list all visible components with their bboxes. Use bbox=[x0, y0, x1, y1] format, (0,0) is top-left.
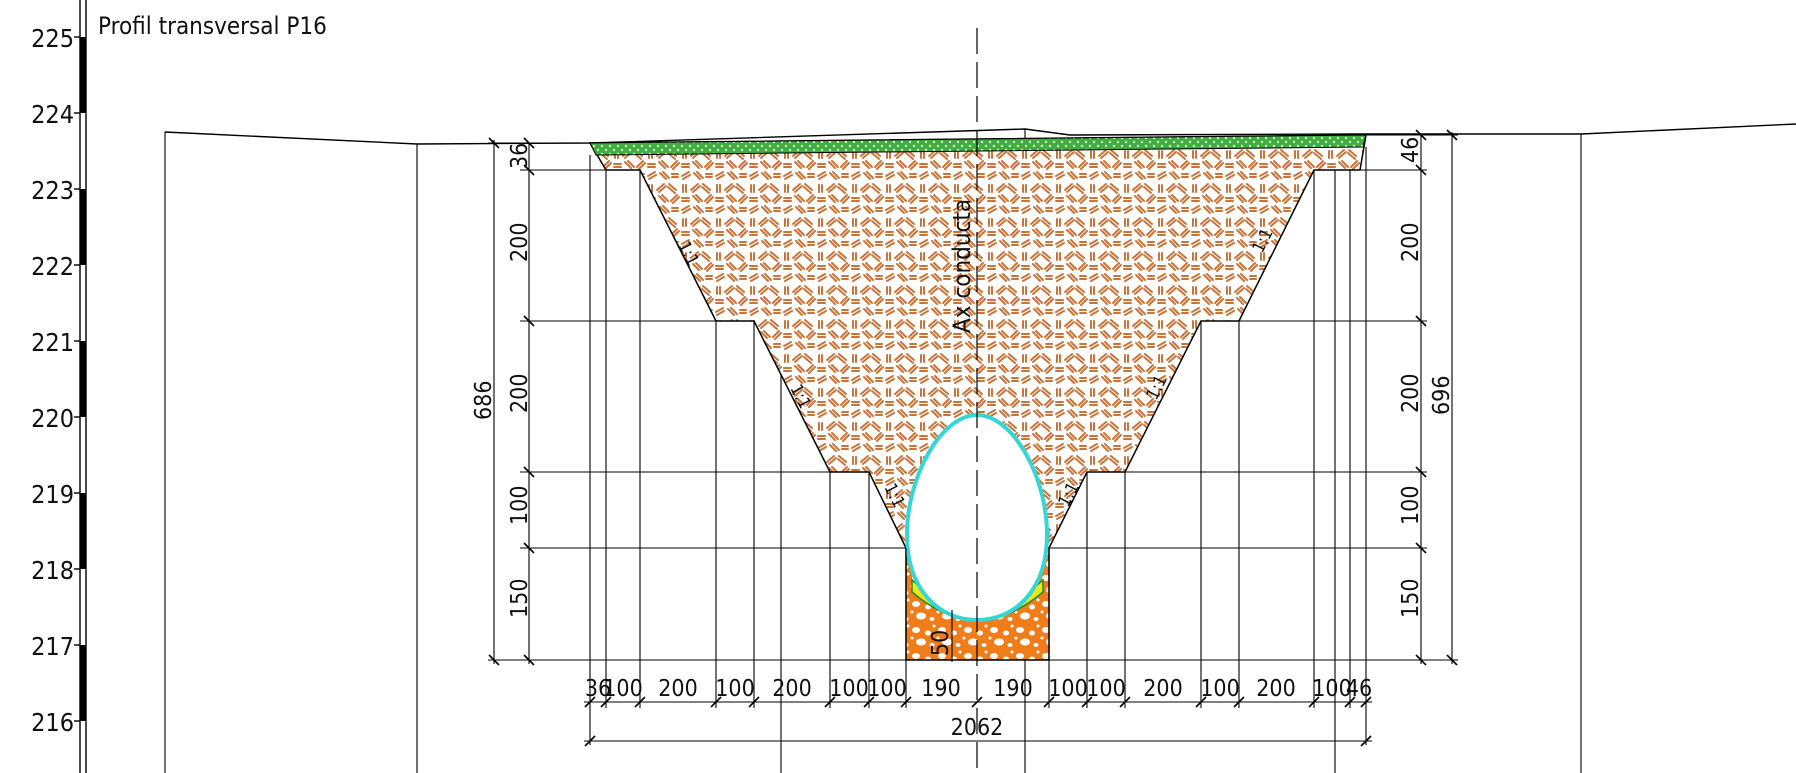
dimension-label: 100 bbox=[1048, 676, 1088, 702]
bottom-dimensions: 36 100 200 100 200 100 100 190 190 100 1… bbox=[584, 147, 1372, 747]
dimension-label: 46 bbox=[1346, 676, 1372, 702]
dimension-label: 200 bbox=[1143, 676, 1183, 702]
dimension-label: 46 bbox=[1398, 137, 1424, 163]
dimension-label: 100 bbox=[507, 486, 533, 526]
left-vertical-dimensions: 36 200 200 100 150 686 bbox=[471, 137, 906, 666]
dimension-label: 200 bbox=[658, 676, 698, 702]
dimension-label: 100 bbox=[1312, 676, 1352, 702]
axis-label: Ax conducta bbox=[948, 199, 976, 333]
dimension-label: 100 bbox=[1086, 676, 1126, 702]
elevation-label: 217 bbox=[31, 632, 74, 661]
total-height-right: 696 bbox=[1429, 376, 1455, 416]
elevation-label: 225 bbox=[31, 24, 74, 53]
dimension-label: 150 bbox=[1398, 579, 1424, 619]
dimension-label: 100 bbox=[829, 676, 869, 702]
dimension-label: 100 bbox=[867, 676, 907, 702]
dimension-label: 100 bbox=[715, 676, 755, 702]
dimension-label: 200 bbox=[507, 223, 533, 263]
elevation-label: 218 bbox=[31, 556, 74, 585]
topsoil-layer bbox=[589, 134, 1367, 156]
total-width-label: 2062 bbox=[951, 715, 1004, 741]
elevation-label: 224 bbox=[31, 100, 74, 129]
right-vertical-dimensions: 46 200 200 100 150 696 bbox=[1049, 129, 1458, 666]
elevation-label: 222 bbox=[31, 252, 74, 281]
trench bbox=[588, 134, 1367, 661]
dimension-label: 190 bbox=[993, 676, 1033, 702]
elevation-label: 220 bbox=[31, 404, 74, 433]
profile-title: Profil transversal P16 bbox=[98, 12, 327, 40]
dimension-label: 190 bbox=[921, 676, 961, 702]
dimension-label: 100 bbox=[603, 676, 643, 702]
dimension-label: 200 bbox=[1256, 676, 1296, 702]
elevation-scale: 225 224 223 222 221 220 219 218 217 216 bbox=[31, 0, 87, 773]
dimension-label: 150 bbox=[507, 579, 533, 619]
dimension-label: 200 bbox=[507, 374, 533, 414]
total-height-left: 686 bbox=[471, 381, 497, 421]
elevation-label: 219 bbox=[31, 480, 74, 509]
dimension-label: 100 bbox=[1200, 676, 1240, 702]
elevation-label: 221 bbox=[31, 328, 74, 357]
terrain-lines bbox=[164, 123, 1796, 773]
bedding-label: 50 bbox=[928, 630, 954, 656]
elevation-label: 216 bbox=[31, 708, 74, 737]
dimension-label: 200 bbox=[1398, 374, 1424, 414]
elevation-label: 223 bbox=[31, 176, 74, 205]
dimension-label: 36 bbox=[507, 143, 533, 169]
dimension-label: 200 bbox=[772, 676, 812, 702]
bedding-dimension: 50 bbox=[928, 610, 954, 662]
dimension-label: 36 bbox=[585, 676, 611, 702]
dimension-label: 100 bbox=[1398, 486, 1424, 526]
dimension-label: 200 bbox=[1398, 223, 1424, 263]
